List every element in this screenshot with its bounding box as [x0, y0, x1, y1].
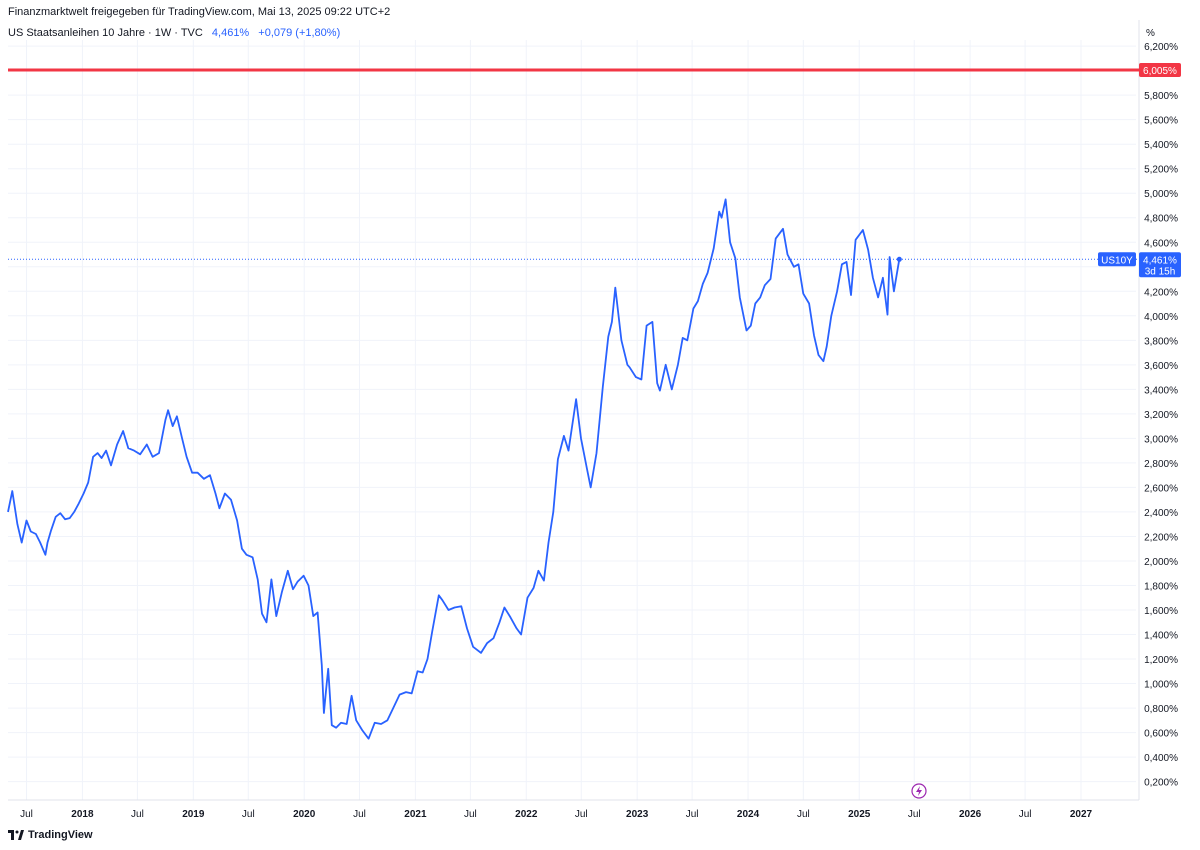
x-tick-label: 2021 [404, 809, 427, 820]
bar-countdown-label: 3d 15h [1145, 266, 1176, 277]
y-tick-label: 5,200% [1144, 165, 1178, 176]
y-tick-label: 6,200% [1144, 42, 1178, 53]
symbol-legend[interactable]: US Staatsanleihen 10 Jahre · 1W · TVC 4,… [8, 27, 340, 39]
y-tick-label: 4,200% [1144, 287, 1178, 298]
tradingview-logo-icon [8, 830, 24, 840]
y-tick-label: 2,600% [1144, 483, 1178, 494]
x-tick-label: Jul [242, 809, 255, 820]
y-tick-label: 4,600% [1144, 238, 1178, 249]
y-tick-label: 3,600% [1144, 361, 1178, 372]
x-tick-label: 2026 [959, 809, 982, 820]
x-tick-label: Jul [1019, 809, 1032, 820]
x-tick-label: 2023 [626, 809, 649, 820]
y-tick-label: 3,400% [1144, 385, 1178, 396]
x-tick-label: Jul [353, 809, 366, 820]
y-tick-label: 0,600% [1144, 729, 1178, 740]
yield-line [7, 198, 901, 740]
symbol-title[interactable]: US Staatsanleihen 10 Jahre · 1W · TVC [8, 27, 203, 39]
x-tick-label: Jul [908, 809, 921, 820]
resistance-label-bg [1139, 63, 1181, 78]
y-tick-label: 5,400% [1144, 140, 1178, 151]
resistance-label: 6,005% [1143, 66, 1177, 77]
x-tick-label: Jul [797, 809, 810, 820]
tradingview-logo-text: TradingView [28, 829, 93, 841]
tradingview-logo[interactable]: TradingView [8, 829, 93, 841]
y-tick-label: 3,200% [1144, 410, 1178, 421]
last-value: 4,461% [211, 27, 250, 39]
y-tick-label: 0,400% [1144, 753, 1178, 764]
y-tick-label: 2,400% [1144, 508, 1178, 519]
x-tick-label: 2020 [293, 809, 316, 820]
price-change: +0,079 (+1,80%) [258, 27, 341, 39]
y-tick-label: 1,000% [1144, 680, 1178, 691]
symbol-tag-bg [1098, 252, 1136, 267]
y-tick-label: 5,800% [1144, 91, 1178, 102]
x-tick-label: Jul [131, 809, 144, 820]
x-tick-label: Jul [575, 809, 588, 820]
y-axis-unit: % [1146, 28, 1155, 39]
chart-attribution: Finanzmarktwelt freigegeben für TradingV… [8, 6, 391, 18]
x-tick-label: 2027 [1070, 809, 1093, 820]
y-tick-label: 1,600% [1144, 606, 1178, 617]
y-tick-label: 0,200% [1144, 778, 1178, 789]
y-tick-label: 4,800% [1144, 214, 1178, 225]
last-value-label: 4,461% [1143, 255, 1177, 266]
x-tick-label: 2025 [848, 809, 871, 820]
y-tick-label: 1,400% [1144, 631, 1178, 642]
y-tick-label: 4,000% [1144, 312, 1178, 323]
y-tick-label: 1,200% [1144, 655, 1178, 666]
y-tick-label: 0,800% [1144, 704, 1178, 715]
y-tick-label: 2,000% [1144, 557, 1178, 568]
lightning-glyph [916, 786, 922, 796]
y-tick-label: 3,000% [1144, 434, 1178, 445]
y-tick-label: 2,200% [1144, 532, 1178, 543]
x-tick-label: 2022 [515, 809, 538, 820]
x-tick-label: Jul [686, 809, 699, 820]
y-tick-label: 1,800% [1144, 581, 1178, 592]
y-tick-label: 3,800% [1144, 336, 1178, 347]
y-tick-label: 5,600% [1144, 116, 1178, 127]
x-tick-label: 2018 [71, 809, 94, 820]
last-value-label-bg [1139, 252, 1181, 278]
last-point-marker [896, 256, 902, 262]
y-tick-label: 5,000% [1144, 189, 1178, 200]
x-tick-label: 2024 [737, 809, 760, 820]
y-tick-label: 2,800% [1144, 459, 1178, 470]
x-tick-label: 2019 [182, 809, 205, 820]
x-tick-label: Jul [464, 809, 477, 820]
symbol-tag: US10Y [1101, 255, 1133, 266]
x-tick-label: Jul [20, 809, 33, 820]
